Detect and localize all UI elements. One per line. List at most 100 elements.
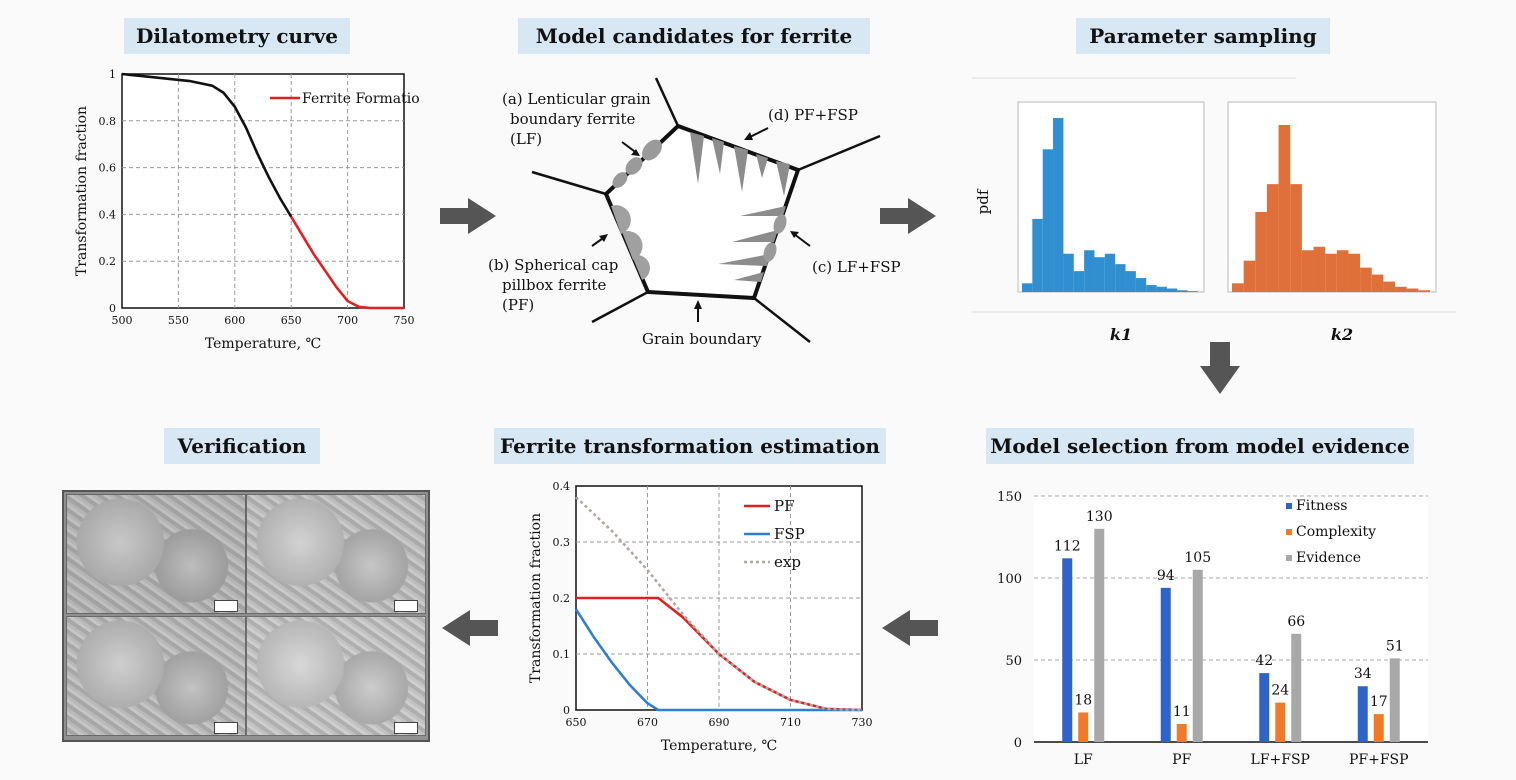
bar-complexity (1373, 714, 1384, 742)
legend-swatch (1286, 503, 1292, 509)
x-tick-label: 500 (112, 314, 133, 327)
verification-title: Verification (164, 428, 320, 464)
legend-label-fitness: Fitness (1296, 498, 1348, 514)
histogram-bar (1395, 286, 1407, 292)
legend-label-fsp: FSP (774, 525, 805, 543)
x-tick-label: 550 (168, 314, 189, 327)
y-tick-label: 0.2 (553, 592, 571, 605)
lffsp-label: (c) LF+FSP (812, 258, 901, 276)
y-tick-label: 0.4 (99, 208, 117, 221)
scale-bar (394, 600, 418, 612)
fsp-plate (776, 161, 790, 196)
arrowhead (790, 231, 799, 238)
boundary-line (797, 134, 881, 172)
x-tick-label: 700 (337, 314, 358, 327)
x-tick-label: 650 (566, 716, 587, 729)
model-selection-title: Model selection from model evidence (986, 428, 1414, 464)
pf-ferrite (611, 205, 631, 234)
y-tick-label: 1 (109, 68, 116, 81)
bar-complexity (1078, 712, 1089, 742)
data-label: 112 (1054, 538, 1081, 554)
y-tick-label: 0.4 (553, 480, 571, 493)
histogram-bar (1084, 250, 1095, 292)
lf-ferrite (642, 139, 662, 161)
x-tick-label: PF (1172, 752, 1191, 768)
fsp-plate (712, 138, 724, 174)
histogram-bar (1187, 291, 1198, 292)
data-label: 94 (1157, 568, 1175, 584)
histogram-bar (1383, 281, 1396, 292)
histogram-bar (1360, 267, 1372, 292)
x-tick-label: 710 (780, 716, 801, 729)
y-tick-label: 150 (997, 490, 1022, 505)
arrowhead (744, 132, 753, 140)
fsp-plate (734, 146, 748, 192)
histogram-bar (1073, 271, 1085, 292)
arrowhead (631, 149, 640, 156)
lf-ferrite (625, 157, 643, 175)
parameter-sampling-title: Parameter sampling (1076, 18, 1330, 54)
ferrite-estimation-title: Ferrite transformation estimation (494, 428, 886, 464)
verification-micrographs (62, 490, 430, 742)
flow-arrow-down (1200, 342, 1240, 394)
fsp-plate (732, 230, 778, 242)
x-axis-label: k2 (1331, 325, 1353, 344)
y-axis-label: Transformation fraction (74, 106, 90, 276)
histogram-bar (1243, 260, 1256, 292)
fsp-plate (718, 254, 770, 266)
pointer-arrow (793, 233, 811, 247)
data-label: 66 (1287, 614, 1305, 630)
y-tick-label: 0.2 (99, 255, 117, 268)
flow-arrow-left-1 (882, 610, 938, 646)
model-candidates-title: Model candidates for ferrite (518, 18, 870, 54)
data-label: 18 (1074, 692, 1092, 708)
bar-complexity (1275, 702, 1286, 742)
x-tick-label: 670 (637, 716, 658, 729)
x-tick-label: LF+FSP (1251, 752, 1310, 768)
x-tick-label: 750 (394, 314, 415, 327)
histogram-bar (1156, 286, 1167, 292)
y-axis-label: pdf (974, 188, 992, 214)
flow-arrow-right-2 (880, 198, 936, 234)
histogram-bar (1053, 118, 1064, 292)
lf-ferrite (773, 214, 787, 234)
lf-ferrite (612, 172, 628, 188)
x-tick-label: PF+FSP (1349, 752, 1409, 768)
legend-swatch (1286, 555, 1292, 561)
histogram-bar (1022, 283, 1033, 292)
data-label: 105 (1184, 550, 1211, 566)
histogram-bar (1115, 264, 1126, 292)
histogram-bar (1146, 285, 1157, 292)
grain-boundary-label: Grain boundary (642, 330, 762, 348)
y-tick-label: 50 (1005, 654, 1022, 669)
y-tick-label: 0 (109, 302, 116, 315)
legend-label-ferrite-formation: Ferrite Formation (302, 91, 420, 107)
histogram-bar (1177, 290, 1188, 292)
series-line-exp (575, 496, 863, 712)
histogram-bar (1135, 278, 1147, 292)
legend-swatch (1286, 529, 1292, 535)
fsp-plate (756, 154, 768, 178)
y-tick-label: 0.1 (553, 648, 571, 661)
histogram-bar (1232, 283, 1244, 292)
data-label: 24 (1271, 683, 1289, 699)
bar-evidence (1291, 633, 1302, 742)
y-tick-label: 0 (1014, 736, 1022, 751)
bar-evidence (1094, 528, 1105, 742)
data-label: 51 (1386, 638, 1404, 654)
histogram-bar (1301, 250, 1314, 292)
data-label: 11 (1173, 704, 1191, 720)
parameter-sampling-chart: pdf k1 k2 (972, 77, 1456, 344)
bar-fitness (1062, 558, 1073, 742)
bar-fitness (1160, 587, 1171, 742)
model-selection-chart: 0 50 100 150 112 18 130 LF 94 11 105 PF 42 24 66 LF+FSP… (997, 490, 1428, 768)
x-tick-label: LF (1074, 752, 1093, 768)
data-label: 34 (1354, 666, 1372, 682)
histogram-bar (1125, 271, 1136, 292)
x-tick-label: 730 (852, 716, 873, 729)
bar-fitness (1259, 673, 1270, 742)
micrograph (66, 616, 246, 736)
histogram-bar (1325, 253, 1337, 292)
pffsp-label: (d) PF+FSP (768, 106, 858, 124)
